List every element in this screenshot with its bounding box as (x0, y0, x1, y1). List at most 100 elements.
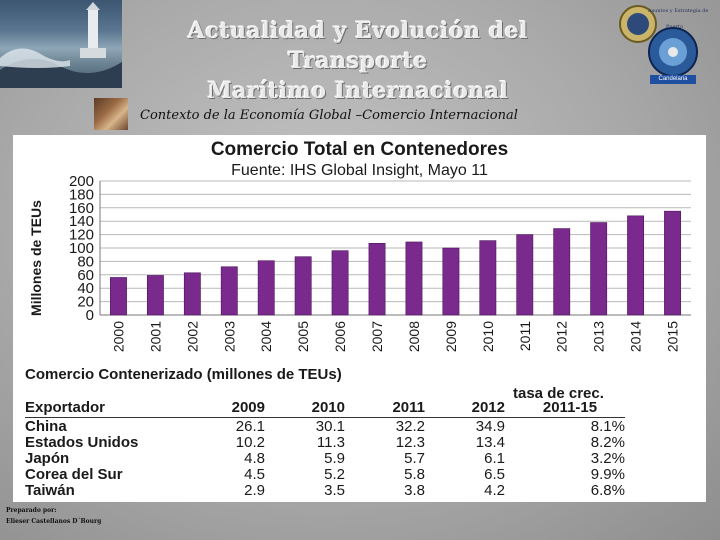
y-tick-label: 20 (77, 294, 94, 311)
table-header-rule (25, 417, 625, 418)
bar (220, 266, 238, 316)
value-2009: 4.8 (244, 450, 265, 467)
x-tick-label: 2009 (443, 321, 459, 352)
y-tick-label: 200 (69, 175, 94, 190)
bar (590, 222, 608, 316)
y-tick-label: 0 (86, 307, 94, 324)
footer-author: Elieser Castellanos D´Bourg (6, 518, 102, 525)
bar (664, 210, 681, 316)
x-tick-label: 2015 (665, 321, 681, 352)
table-row: Corea del Sur 4.5 5.2 5.8 6.5 9.9% (25, 467, 685, 483)
footer: Preparado por: Elieser Castellanos D´Bou… (6, 505, 101, 527)
column-header: 2011-15 (542, 399, 598, 416)
y-tick-label: 120 (69, 227, 94, 244)
x-tick-label: 2007 (369, 321, 385, 352)
table-growth-header: tasa de crec. (513, 385, 604, 402)
value-2010: 3.5 (324, 482, 345, 499)
value-2009: 26.1 (235, 418, 265, 435)
growth-rate: 6.8% (590, 482, 625, 499)
y-tick-label: 180 (69, 186, 94, 203)
value-2012: 6.1 (484, 450, 505, 467)
x-tick-label: 2003 (221, 321, 237, 352)
table-row: Taiwán 2.9 3.5 3.8 4.2 6.8% (25, 483, 685, 499)
chart-panel: Comercio Total en Contenedores Fuente: I… (13, 135, 706, 502)
table-row: Japón 4.8 5.9 5.7 6.1 3.2% (25, 451, 685, 467)
bar (183, 272, 201, 316)
growth-rate: 3.2% (590, 450, 625, 467)
y-tick-label: 140 (69, 213, 94, 230)
column-header: 2009 (231, 399, 265, 416)
x-tick-label: 2008 (406, 321, 422, 352)
growth-rate: 8.2% (590, 434, 625, 451)
column-header: 2012 (471, 399, 505, 416)
value-2012: 34.9 (475, 418, 505, 435)
logo-area: Asuntos y Estrategia de Puerto Candelari… (612, 2, 718, 92)
x-tick-label: 2004 (258, 321, 274, 352)
bar (442, 247, 460, 316)
y-tick-label: 80 (77, 253, 94, 270)
y-tick-label: 60 (77, 267, 94, 284)
value-2010: 30.1 (315, 418, 345, 435)
value-2011: 5.7 (404, 450, 425, 467)
bar (405, 241, 423, 316)
value-2011: 32.2 (395, 418, 425, 435)
bar (627, 215, 645, 316)
bar (110, 277, 127, 316)
table-row: China 26.1 30.1 32.2 34.9 8.1% (25, 419, 685, 435)
value-2012: 4.2 (484, 482, 505, 499)
footer-prepared-by: Preparado por: (6, 507, 57, 514)
value-2010: 5.9 (324, 450, 345, 467)
table-caption: Comercio Contenerizado (millones de TEUs… (25, 366, 342, 383)
column-header: Exportador (25, 399, 106, 416)
slide-title: Actualidad y Evolución del Transporte Ma… (128, 16, 588, 106)
section-subtitle: Contexto de la Economía Global –Comercio… (140, 108, 518, 123)
chart-subtitle: Fuente: IHS Global Insight, Mayo 11 (231, 162, 488, 179)
context-thumbnail (94, 98, 128, 130)
bar (257, 260, 275, 316)
exporter-name: Taiwán (25, 482, 75, 499)
value-2011: 12.3 (395, 434, 425, 451)
value-2009: 4.5 (244, 466, 265, 483)
value-2012: 6.5 (484, 466, 505, 483)
table-header-row: Exportador 2009 2010 2011 2012 2011-15 (25, 400, 685, 416)
y-axis-label: Millones de TEUs (28, 200, 44, 316)
bar (146, 275, 164, 316)
emblem-logos (619, 5, 698, 77)
value-2011: 3.8 (404, 482, 425, 499)
exporter-name: Estados Unidos (25, 434, 139, 451)
exporter-name: Japón (25, 450, 70, 467)
bar (516, 234, 534, 316)
x-tick-label: 2000 (110, 321, 126, 352)
value-2011: 5.8 (404, 466, 425, 483)
bar (553, 228, 571, 316)
y-tick-label: 40 (77, 280, 94, 297)
x-tick-label: 2014 (628, 321, 644, 352)
x-tick-label: 2011 (517, 321, 533, 351)
slide-title-line1: Actualidad y Evolución del Transporte (187, 18, 529, 74)
x-tick-label: 2001 (147, 321, 163, 352)
y-tick-label: 160 (69, 200, 94, 217)
x-tick-label: 2002 (184, 321, 200, 352)
exporter-name: Corea del Sur (25, 466, 123, 483)
lighthouse-image (0, 2, 122, 88)
value-2010: 11.3 (316, 434, 345, 451)
x-tick-label: 2013 (591, 321, 607, 352)
bar (368, 243, 386, 316)
value-2009: 10.2 (235, 434, 265, 451)
x-tick-label: 2005 (295, 321, 311, 352)
x-tick-label: 2010 (480, 321, 496, 352)
logo-label: Candelaria (650, 75, 696, 84)
logo-text2: Puerto (666, 24, 683, 30)
x-tick-label: 2006 (332, 321, 348, 352)
bar (331, 250, 349, 316)
slide-title-line2: Marítimo Internacional (207, 78, 509, 104)
column-header: 2011 (392, 399, 425, 416)
growth-rate: 9.9% (590, 466, 625, 483)
value-2012: 13.4 (475, 434, 505, 451)
exporter-name: China (25, 418, 67, 435)
growth-rate: 8.1% (590, 418, 625, 435)
lighthouse-photo (0, 0, 122, 88)
bar (294, 256, 312, 316)
chart-title: Comercio Total en Contenedores (210, 139, 509, 160)
